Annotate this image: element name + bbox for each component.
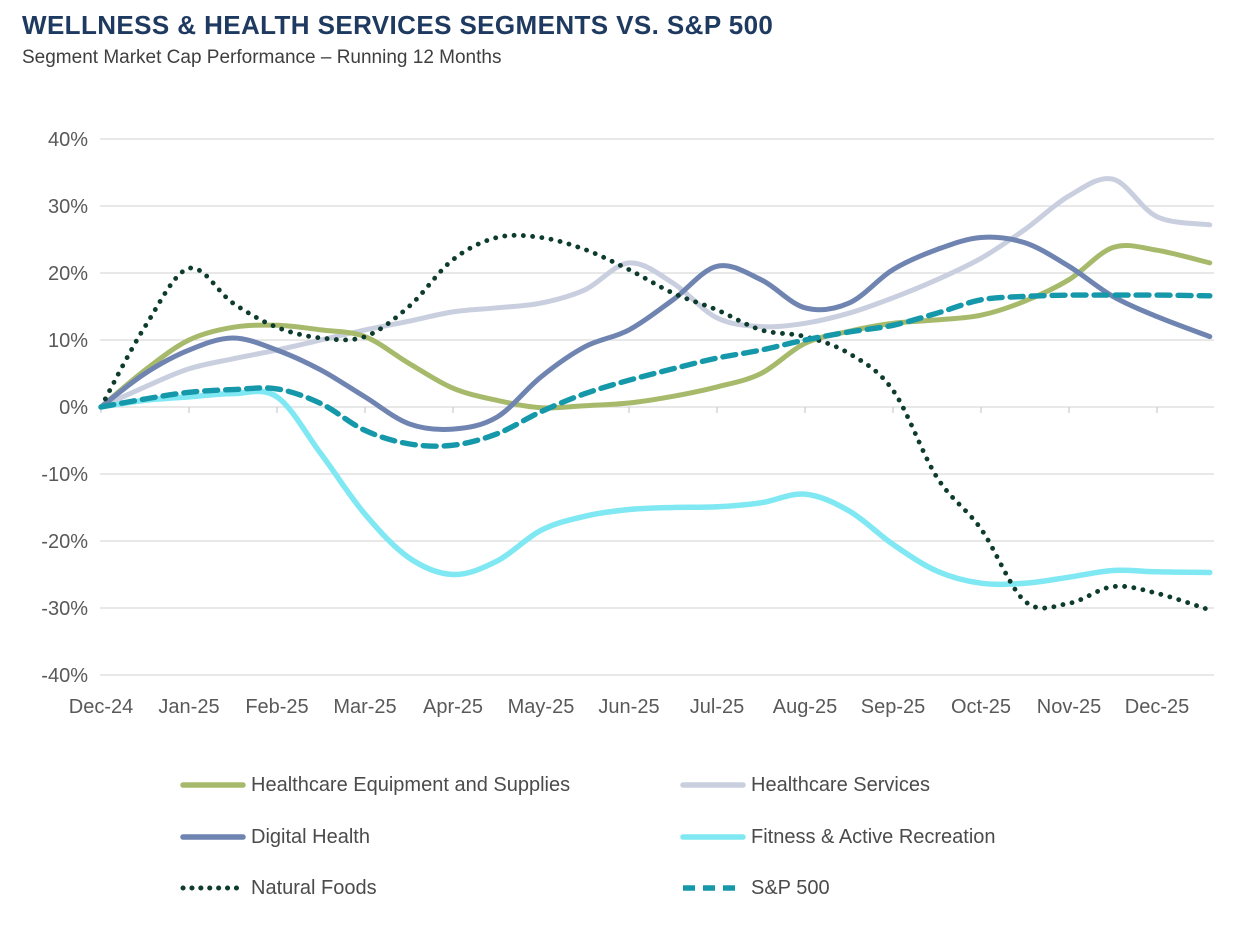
legend-swatch-solid-cyan-icon bbox=[680, 834, 746, 840]
legend-swatch-dotted-green-icon bbox=[180, 885, 246, 891]
legend-label: Natural Foods bbox=[251, 876, 377, 899]
legend-label: Healthcare Services bbox=[751, 773, 930, 796]
y-axis-label: -20% bbox=[41, 531, 88, 553]
x-axis-label: Nov-25 bbox=[1037, 696, 1101, 718]
x-axis-label: May-25 bbox=[508, 696, 575, 718]
legend-item-digital-health: Digital Health bbox=[180, 824, 370, 850]
series-line-s-p-500 bbox=[98, 292, 1213, 449]
y-axis-label: 0% bbox=[59, 397, 88, 419]
legend-label: Digital Health bbox=[251, 825, 370, 848]
x-axis-label: Aug-25 bbox=[773, 696, 838, 718]
legend-item-sp500: S&P 500 bbox=[680, 875, 830, 901]
y-axis-label: -40% bbox=[41, 665, 88, 687]
legend-swatch-solid-olive-icon bbox=[180, 782, 246, 788]
series-line-fitness-active-recreation bbox=[98, 388, 1213, 588]
page-title: WELLNESS & HEALTH SERVICES SEGMENTS VS. … bbox=[22, 10, 774, 40]
series-line-digital-health bbox=[98, 234, 1213, 432]
legend-swatch-solid-gray-icon bbox=[680, 782, 746, 788]
x-axis-label: Apr-25 bbox=[423, 696, 483, 718]
legend-item-natural-foods: Natural Foods bbox=[180, 875, 377, 901]
x-axis-label: Jul-25 bbox=[690, 696, 744, 718]
x-axis-label: Sep-25 bbox=[861, 696, 926, 718]
x-axis-label: Feb-25 bbox=[245, 696, 308, 718]
y-axis-label: 40% bbox=[48, 129, 88, 151]
y-axis-label: 30% bbox=[48, 196, 88, 218]
series-line-healthcare-equipment-and-supplies bbox=[98, 243, 1213, 411]
y-axis-label: -10% bbox=[41, 464, 88, 486]
legend-item-healthcare-equipment: Healthcare Equipment and Supplies bbox=[180, 772, 570, 798]
y-axis-label: 20% bbox=[48, 263, 88, 285]
y-axis-label: 10% bbox=[48, 330, 88, 352]
legend-item-healthcare-services: Healthcare Services bbox=[680, 772, 930, 798]
x-axis-label: Oct-25 bbox=[951, 696, 1011, 718]
legend-item-fitness-active-recreation: Fitness & Active Recreation bbox=[680, 824, 996, 850]
x-axis-label: Dec-24 bbox=[69, 696, 133, 718]
legend-swatch-solid-slate-icon bbox=[180, 834, 246, 840]
legend-swatch-dashed-teal-icon bbox=[683, 885, 743, 891]
legend-label: Healthcare Equipment and Supplies bbox=[251, 773, 571, 796]
x-axis-label: Mar-25 bbox=[333, 696, 396, 718]
x-axis-label: Jun-25 bbox=[598, 696, 659, 718]
y-axis-label: -30% bbox=[41, 598, 88, 620]
x-axis-label: Jan-25 bbox=[158, 696, 219, 718]
x-axis-label: Dec-25 bbox=[1125, 696, 1189, 718]
legend-label: Fitness & Active Recreation bbox=[751, 825, 996, 848]
page-subtitle: Segment Market Cap Performance – Running… bbox=[22, 47, 502, 68]
series-line-natural-foods bbox=[98, 232, 1213, 613]
legend-label: S&P 500 bbox=[751, 876, 830, 899]
